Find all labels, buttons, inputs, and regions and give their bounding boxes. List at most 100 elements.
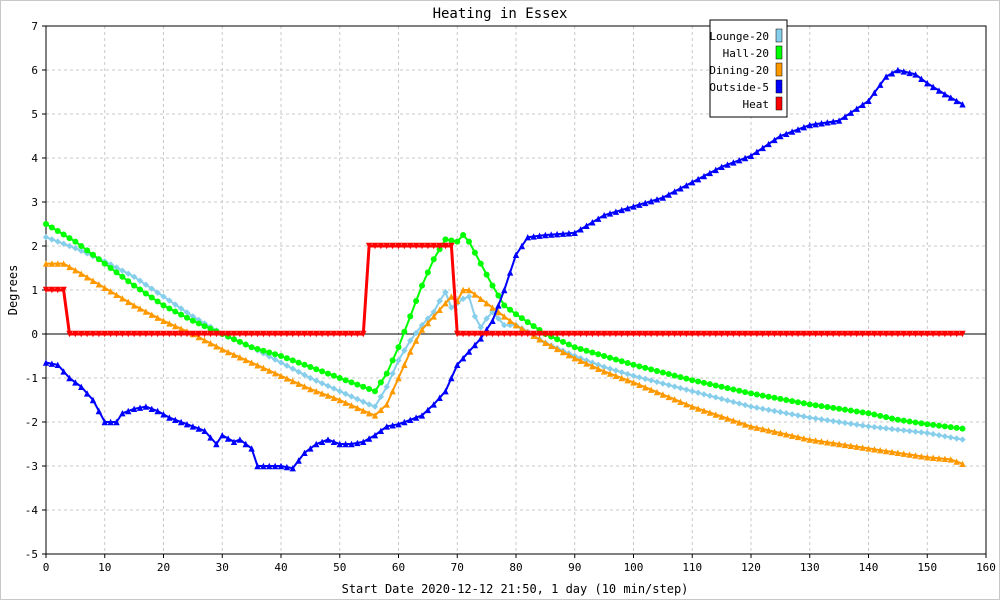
data-point — [242, 330, 249, 338]
data-point — [583, 222, 590, 229]
data-point — [113, 330, 120, 338]
data-point — [706, 169, 714, 177]
data-point — [424, 242, 432, 250]
data-point — [689, 377, 696, 384]
data-point — [929, 430, 937, 438]
x-tick-label: 20 — [157, 561, 170, 574]
data-point — [894, 66, 902, 74]
data-point — [48, 260, 56, 267]
data-point — [865, 410, 872, 417]
data-point — [307, 385, 314, 393]
data-point — [806, 121, 813, 129]
data-point — [865, 445, 872, 452]
data-point — [207, 340, 214, 347]
data-point — [395, 421, 402, 428]
data-point — [412, 414, 420, 421]
data-point — [894, 416, 901, 423]
data-point — [589, 219, 596, 226]
data-point — [553, 330, 561, 338]
data-point — [912, 452, 919, 459]
data-point — [130, 330, 138, 338]
data-point — [812, 415, 819, 422]
data-point — [512, 322, 520, 329]
data-point — [912, 71, 919, 78]
y-tick-label: 3 — [31, 196, 38, 209]
data-point — [894, 330, 902, 338]
data-point — [794, 330, 802, 338]
data-point — [941, 330, 949, 338]
y-tick-label: -3 — [25, 460, 38, 473]
data-point — [724, 385, 731, 392]
data-point — [54, 238, 61, 245]
data-point — [42, 260, 50, 267]
data-point — [412, 242, 420, 250]
data-point — [818, 403, 825, 410]
data-point — [395, 374, 402, 382]
legend: Lounge-20 Hall-20 Dining-20 Outside-5 Heat — [709, 19, 788, 118]
data-point — [700, 407, 708, 414]
data-point — [172, 308, 179, 315]
data-point — [78, 330, 85, 338]
data-point — [172, 330, 179, 338]
data-point — [483, 271, 490, 278]
data-point — [630, 203, 637, 210]
data-point — [612, 372, 620, 379]
data-point — [489, 330, 496, 338]
data-point — [166, 320, 173, 327]
data-point — [953, 424, 960, 431]
y-tick-label: 1 — [31, 284, 38, 297]
data-point — [436, 242, 443, 250]
data-point — [882, 447, 890, 455]
data-point — [66, 263, 73, 271]
data-point — [383, 383, 390, 390]
data-point — [130, 405, 138, 412]
data-point — [219, 346, 226, 353]
data-point — [177, 418, 185, 426]
data-point — [959, 425, 966, 432]
data-point — [906, 451, 913, 458]
data-point — [771, 394, 778, 401]
y-tick-label: -4 — [25, 504, 39, 517]
data-point — [48, 360, 56, 367]
data-point — [72, 238, 79, 245]
data-point — [83, 274, 91, 281]
data-point — [125, 407, 132, 415]
data-point — [659, 194, 667, 201]
data-point — [877, 330, 884, 338]
data-point — [78, 383, 85, 390]
data-point — [912, 330, 919, 338]
data-point — [60, 286, 67, 294]
data-point — [736, 330, 743, 338]
data-point — [741, 330, 749, 338]
data-point — [131, 282, 138, 289]
data-point — [853, 105, 860, 112]
data-point — [72, 267, 79, 274]
data-point — [818, 330, 825, 338]
data-point — [301, 371, 308, 379]
data-point — [765, 393, 772, 400]
data-point — [765, 406, 772, 414]
legend-swatch-hall-20 — [775, 45, 783, 60]
data-point — [395, 344, 402, 351]
data-point — [924, 330, 931, 338]
data-point — [136, 404, 144, 411]
data-point — [189, 317, 196, 324]
data-point — [154, 289, 161, 296]
data-point — [918, 330, 925, 338]
data-point — [847, 420, 855, 427]
data-point — [148, 405, 155, 412]
data-point — [289, 357, 296, 364]
data-point — [630, 379, 637, 386]
data-point — [824, 417, 831, 424]
data-point — [184, 314, 190, 321]
data-point — [489, 317, 496, 324]
data-point — [477, 330, 484, 338]
data-point — [788, 330, 796, 338]
data-point — [730, 398, 737, 406]
data-point — [383, 370, 390, 377]
data-point — [548, 231, 555, 238]
data-point — [606, 330, 614, 338]
data-point — [706, 381, 713, 388]
data-point — [354, 439, 361, 447]
data-point — [630, 372, 637, 379]
